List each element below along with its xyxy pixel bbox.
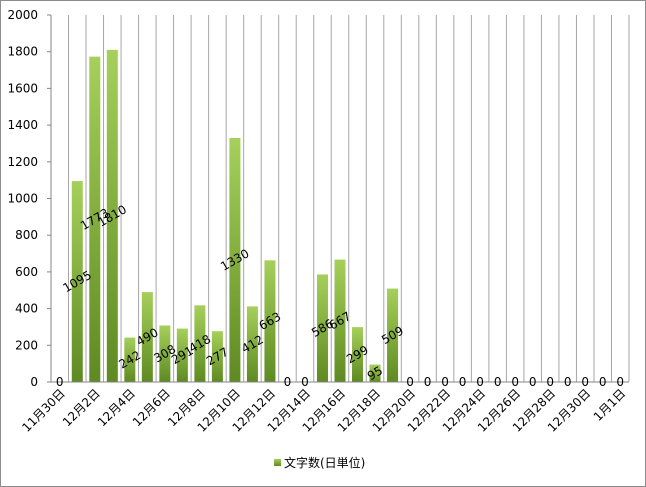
y-tick-label: 200 xyxy=(15,338,38,352)
data-label: 0 xyxy=(581,375,589,389)
data-label: 0 xyxy=(511,375,519,389)
data-label: 95 xyxy=(365,363,385,383)
data-label: 0 xyxy=(546,375,554,389)
x-tick-label: 11月30日 xyxy=(19,386,67,434)
y-tick-label: 400 xyxy=(15,302,38,316)
y-tick-label: 1000 xyxy=(7,192,38,206)
bar xyxy=(352,327,364,382)
data-label: 0 xyxy=(616,375,624,389)
y-tick-label: 0 xyxy=(30,375,38,389)
grid-layer xyxy=(50,15,630,382)
bar xyxy=(316,274,328,382)
data-label: 0 xyxy=(529,375,537,389)
y-tick-label: 1600 xyxy=(7,81,38,95)
bar xyxy=(246,306,258,382)
x-tick-label: 12月6日 xyxy=(130,386,173,429)
bar xyxy=(194,305,206,382)
data-label: 0 xyxy=(459,375,467,389)
data-label: 0 xyxy=(494,375,502,389)
bar xyxy=(211,331,223,382)
bar xyxy=(229,137,241,382)
legend-label: 文字数(日単位) xyxy=(284,455,365,470)
bar xyxy=(124,337,136,382)
y-tick-label: 800 xyxy=(15,228,38,242)
bar xyxy=(387,288,399,382)
x-tick-label: 12月4日 xyxy=(95,386,138,429)
bar xyxy=(264,260,276,382)
data-label: 0 xyxy=(476,375,484,389)
data-label: 0 xyxy=(301,375,309,389)
data-label: 0 xyxy=(406,375,414,389)
bar-layer xyxy=(71,49,399,383)
y-tick-label: 1400 xyxy=(7,118,38,132)
data-label: 0 xyxy=(441,375,449,389)
bar xyxy=(369,364,381,382)
bar xyxy=(71,181,83,382)
legend: 文字数(日単位) xyxy=(274,455,365,470)
legend-swatch xyxy=(274,459,281,466)
data-label: 0 xyxy=(599,375,607,389)
data-label: 0 xyxy=(284,375,292,389)
bar xyxy=(106,49,118,383)
y-tick-label: 1200 xyxy=(7,155,38,169)
bar xyxy=(176,328,188,382)
y-tick-label: 1800 xyxy=(7,45,38,59)
bar xyxy=(159,325,171,382)
x-tick-label: 1月1日 xyxy=(591,386,629,424)
bar xyxy=(334,259,346,382)
data-label: 0 xyxy=(564,375,572,389)
bar xyxy=(89,56,101,382)
y-tick-label: 2000 xyxy=(7,8,38,22)
y-tick-label: 600 xyxy=(15,265,38,279)
data-label: 0 xyxy=(56,375,64,389)
data-label: 0 xyxy=(424,375,432,389)
x-tick-label: 12月2日 xyxy=(60,386,103,429)
bar xyxy=(141,292,153,382)
